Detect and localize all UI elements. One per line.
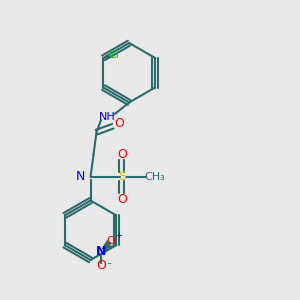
Text: O: O [106, 236, 115, 246]
Text: S: S [118, 170, 126, 183]
Text: ⁻: ⁻ [106, 262, 111, 272]
Text: O: O [114, 117, 124, 130]
Text: O: O [97, 260, 106, 272]
Text: Cl: Cl [108, 50, 119, 60]
Text: NH: NH [98, 112, 115, 122]
Text: N: N [96, 244, 106, 258]
Text: O: O [117, 193, 127, 206]
Text: O: O [117, 148, 127, 161]
Text: N: N [76, 170, 85, 183]
Text: CH₃: CH₃ [144, 172, 165, 182]
Text: +: + [116, 231, 122, 240]
